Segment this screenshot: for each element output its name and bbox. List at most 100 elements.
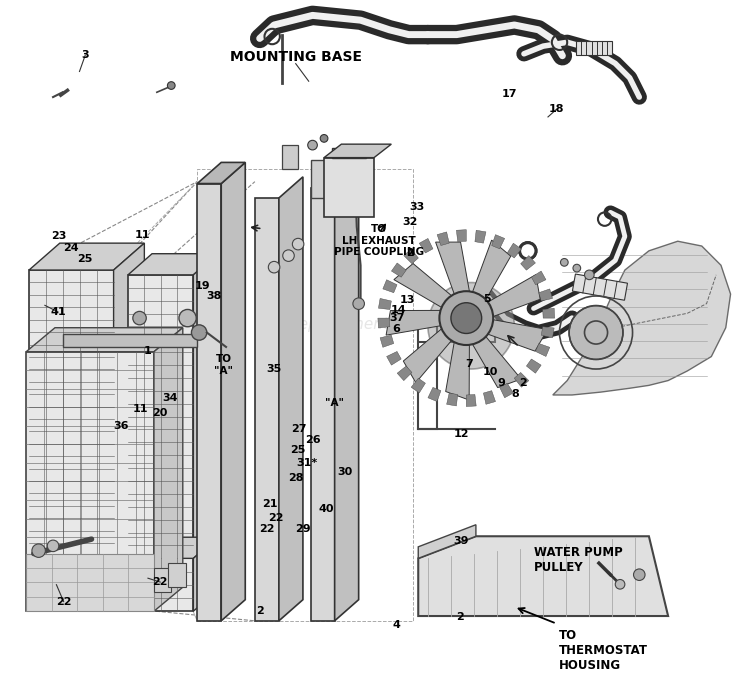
Polygon shape [404,249,418,264]
Polygon shape [382,280,397,293]
Polygon shape [154,328,183,611]
Polygon shape [446,393,458,406]
Text: 39: 39 [454,535,470,546]
Polygon shape [492,235,505,249]
Text: 17: 17 [501,89,517,99]
Circle shape [32,544,45,558]
Polygon shape [419,536,668,616]
Polygon shape [446,333,470,400]
Polygon shape [532,271,546,285]
Circle shape [283,250,294,262]
Text: 32: 32 [402,217,417,227]
Polygon shape [221,162,245,621]
Polygon shape [514,372,529,387]
Text: 36: 36 [113,420,129,431]
Text: 19: 19 [194,281,210,291]
Circle shape [634,569,645,581]
Polygon shape [194,254,217,558]
Text: "A": "A" [325,397,344,408]
Polygon shape [392,263,406,277]
Circle shape [292,239,304,250]
Text: 2: 2 [520,379,527,388]
Polygon shape [386,310,450,335]
Polygon shape [387,352,401,365]
Polygon shape [310,160,340,198]
Polygon shape [128,558,194,611]
Text: MOUNTING BASE: MOUNTING BASE [230,49,362,64]
Text: 27: 27 [291,424,306,434]
Text: 9: 9 [497,379,505,388]
Text: 30: 30 [337,466,352,477]
Polygon shape [29,243,144,270]
Text: 20: 20 [152,408,168,418]
Polygon shape [334,167,358,621]
Polygon shape [379,298,392,310]
Polygon shape [324,144,392,158]
Text: 2: 2 [406,248,413,258]
Text: 7: 7 [465,359,472,369]
Polygon shape [169,563,186,587]
Circle shape [440,291,494,345]
Text: 12: 12 [454,429,470,439]
Text: 11: 11 [133,404,148,414]
Polygon shape [457,230,466,242]
Polygon shape [378,318,390,328]
Text: TO
LH EXHAUST
PIPE COUPLING: TO LH EXHAUST PIPE COUPLING [334,224,424,258]
Polygon shape [404,322,456,383]
Text: 29: 29 [295,525,310,535]
Circle shape [427,283,514,369]
Text: 22: 22 [56,597,71,606]
Polygon shape [538,289,553,301]
Text: ereplacementparts.com: ereplacementparts.com [284,317,466,333]
Circle shape [133,312,146,325]
Polygon shape [197,162,245,184]
Polygon shape [526,359,542,373]
Polygon shape [536,343,550,356]
Text: 22: 22 [268,514,284,523]
Text: 40: 40 [318,504,334,514]
Text: 38: 38 [206,291,221,301]
Polygon shape [154,568,171,592]
Polygon shape [437,232,449,245]
Circle shape [573,264,580,272]
Text: TO
"A": TO "A" [214,354,233,376]
Polygon shape [436,242,471,301]
Circle shape [615,579,625,589]
Circle shape [191,325,207,340]
Text: 3: 3 [82,50,89,60]
Circle shape [320,135,328,142]
Polygon shape [500,383,513,397]
Text: 37: 37 [389,314,404,323]
Polygon shape [479,318,548,351]
Text: 23: 23 [52,231,67,241]
Circle shape [569,306,623,360]
Polygon shape [128,254,217,275]
Polygon shape [29,270,113,568]
Circle shape [47,540,58,552]
Polygon shape [310,189,334,621]
Circle shape [167,82,175,89]
Polygon shape [282,145,298,169]
Text: 21: 21 [262,499,278,509]
Polygon shape [26,352,154,611]
Circle shape [268,262,280,273]
Circle shape [584,270,594,280]
Text: 2: 2 [456,612,464,622]
Polygon shape [572,274,628,300]
Text: 31*: 31* [296,458,317,468]
Polygon shape [482,274,540,320]
Polygon shape [26,328,183,352]
Polygon shape [484,391,496,404]
Polygon shape [428,387,441,402]
Circle shape [353,298,364,310]
Text: 5: 5 [484,294,491,304]
Polygon shape [470,240,511,308]
Polygon shape [63,335,197,347]
Text: 33: 33 [410,201,424,212]
Polygon shape [419,239,433,253]
Text: 28: 28 [288,473,304,483]
Text: 25: 25 [290,445,305,455]
Text: 4: 4 [393,620,400,630]
Text: 22: 22 [152,577,168,587]
Polygon shape [419,525,476,558]
